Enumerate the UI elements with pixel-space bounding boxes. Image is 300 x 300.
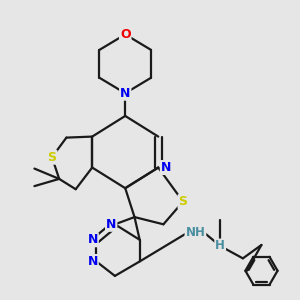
Text: S: S — [47, 151, 56, 164]
Text: N: N — [87, 233, 98, 246]
Text: O: O — [120, 28, 130, 41]
Text: H: H — [215, 239, 225, 253]
Text: N: N — [87, 255, 98, 268]
Text: N: N — [106, 218, 116, 231]
Text: N: N — [161, 161, 171, 174]
Text: N: N — [120, 87, 130, 100]
Text: NH: NH — [185, 226, 205, 239]
Text: S: S — [178, 195, 188, 208]
